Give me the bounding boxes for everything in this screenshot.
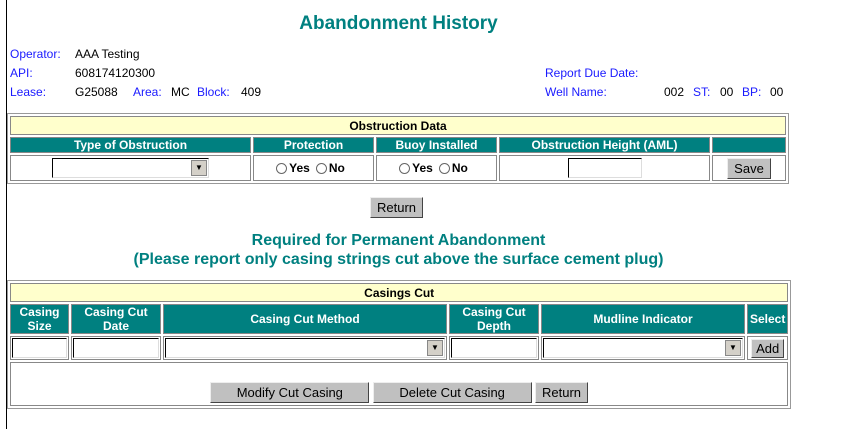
st-label: ST: — [693, 85, 711, 99]
header-casing-size: Casing Size — [10, 304, 69, 334]
header-cut-date: Casing Cut Date — [71, 304, 161, 334]
cut-date-input[interactable] — [73, 338, 159, 358]
casings-table: Casings Cut Casing Size Casing Cut Date … — [7, 280, 792, 409]
operator-label: Operator: — [10, 47, 61, 61]
page-border — [6, 0, 7, 429]
area-value: MC — [171, 85, 190, 99]
block-label: Block: — [197, 85, 230, 99]
casing-size-input[interactable] — [12, 338, 67, 358]
buoy-no-radio[interactable] — [438, 163, 450, 175]
st-value: 00 — [720, 85, 734, 99]
buoy-yes-radio[interactable] — [399, 163, 411, 175]
section-note: (Please report only casing strings cut a… — [133, 251, 664, 268]
lease-value: G25088 — [75, 85, 118, 99]
delete-cut-casing-button[interactable]: Delete Cut Casing — [372, 382, 532, 403]
lease-label: Lease: — [10, 85, 47, 99]
well-name-label: Well Name: — [545, 85, 607, 99]
header-mudline: Mudline Indicator — [541, 304, 745, 334]
modify-cut-casing-button[interactable]: Modify Cut Casing — [210, 382, 370, 403]
buoy-no-label: No — [451, 161, 468, 175]
header-blank — [712, 137, 786, 153]
chevron-down-icon: ▼ — [725, 340, 741, 356]
protection-yes-radio[interactable] — [276, 163, 288, 175]
obstruction-caption: Obstruction Data — [10, 116, 786, 135]
buoy-yes-label: Yes — [412, 161, 433, 175]
page-title: Abandonment History — [299, 13, 498, 34]
mudline-select[interactable]: ▼ — [543, 338, 743, 358]
save-button[interactable]: Save — [727, 157, 771, 179]
chevron-down-icon: ▼ — [427, 340, 443, 356]
chevron-down-icon: ▼ — [191, 160, 207, 176]
bp-label: BP: — [742, 85, 762, 99]
header-height: Obstruction Height (AML) — [499, 137, 710, 153]
section-heading: Required for Permanent Abandonment — [251, 232, 546, 249]
protection-no-radio[interactable] — [315, 163, 327, 175]
operator-value: AAA Testing — [75, 47, 140, 61]
obstruction-table: Obstruction Data Type of Obstruction Pro… — [7, 113, 789, 184]
header-buoy: Buoy Installed — [376, 137, 497, 153]
header-select: Select — [747, 304, 789, 334]
obstruction-height-input[interactable] — [567, 158, 642, 178]
cut-depth-input[interactable] — [451, 338, 537, 358]
obstruction-type-select[interactable]: ▼ — [52, 158, 209, 178]
block-value: 409 — [241, 85, 262, 99]
protection-no-label: No — [328, 161, 345, 175]
add-button[interactable]: Add — [751, 338, 785, 358]
report-due-label: Report Due Date: — [545, 66, 639, 80]
bp-value: 00 — [770, 85, 784, 99]
header-cut-depth: Casing Cut Depth — [449, 304, 539, 334]
protection-yes-label: Yes — [289, 161, 310, 175]
cut-method-select[interactable]: ▼ — [165, 338, 445, 358]
api-value: 608174120300 — [75, 66, 156, 80]
area-label: Area: — [133, 85, 162, 99]
api-label: API: — [10, 66, 33, 80]
header-type: Type of Obstruction — [10, 137, 251, 153]
return-button[interactable]: Return — [370, 197, 424, 218]
casings-return-button[interactable]: Return — [535, 382, 589, 403]
header-protection: Protection — [253, 137, 374, 153]
casings-caption: Casings Cut — [10, 283, 789, 302]
header-cut-method: Casing Cut Method — [163, 304, 447, 334]
well-name-value: 002 — [664, 85, 685, 99]
